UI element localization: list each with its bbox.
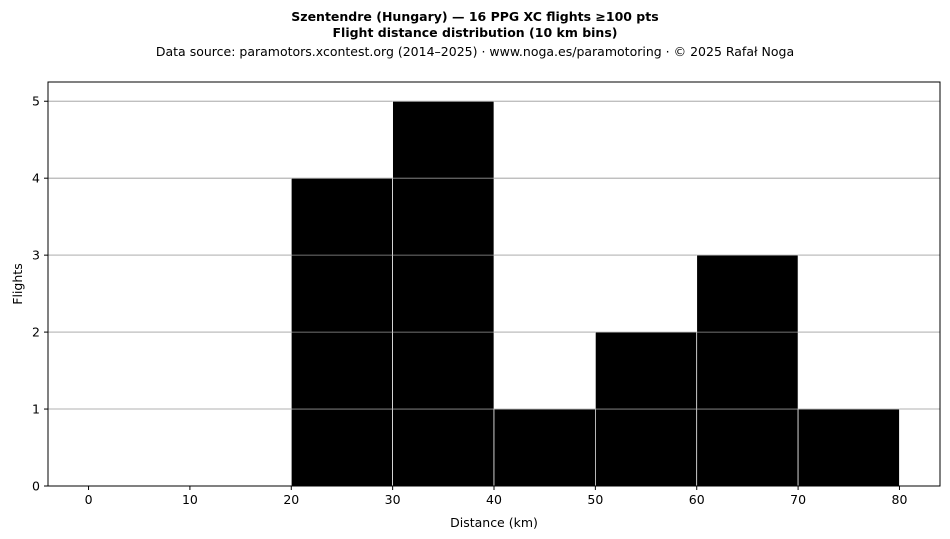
y-axis-label: Flights (10, 263, 25, 304)
x-tick-label: 70 (790, 492, 806, 507)
bar-layer (290, 100, 900, 487)
chart-title-line1: Szentendre (Hungary) — 16 PPG XC flights… (291, 9, 658, 24)
y-tick-label: 5 (32, 94, 40, 109)
x-axis-label: Distance (km) (450, 515, 538, 530)
x-tick-label: 80 (892, 492, 908, 507)
y-tick-label: 3 (32, 248, 40, 263)
x-tick-label: 10 (182, 492, 198, 507)
histogram-bar (392, 100, 495, 487)
chart-title-line2: Flight distance distribution (10 km bins… (333, 25, 618, 40)
chart-subtitle: Data source: paramotors.xcontest.org (20… (156, 44, 794, 59)
x-tick-label: 0 (85, 492, 93, 507)
histogram-bar (797, 408, 900, 487)
y-tick-label: 4 (32, 171, 40, 186)
y-tick-label: 0 (32, 479, 40, 494)
y-tick-label: 2 (32, 325, 40, 340)
tick-layer: 0 10 20 30 40 50 60 70 80 0 1 2 3 4 5 (32, 94, 907, 507)
x-tick-label: 30 (385, 492, 401, 507)
x-tick-label: 50 (587, 492, 603, 507)
overlay-grid-layer (48, 100, 940, 410)
histogram-bar (493, 408, 596, 487)
y-tick-label: 1 (32, 402, 40, 417)
x-tick-label: 20 (283, 492, 299, 507)
histogram-bar (696, 254, 799, 487)
x-tick-label: 60 (689, 492, 705, 507)
x-tick-label: 40 (486, 492, 502, 507)
